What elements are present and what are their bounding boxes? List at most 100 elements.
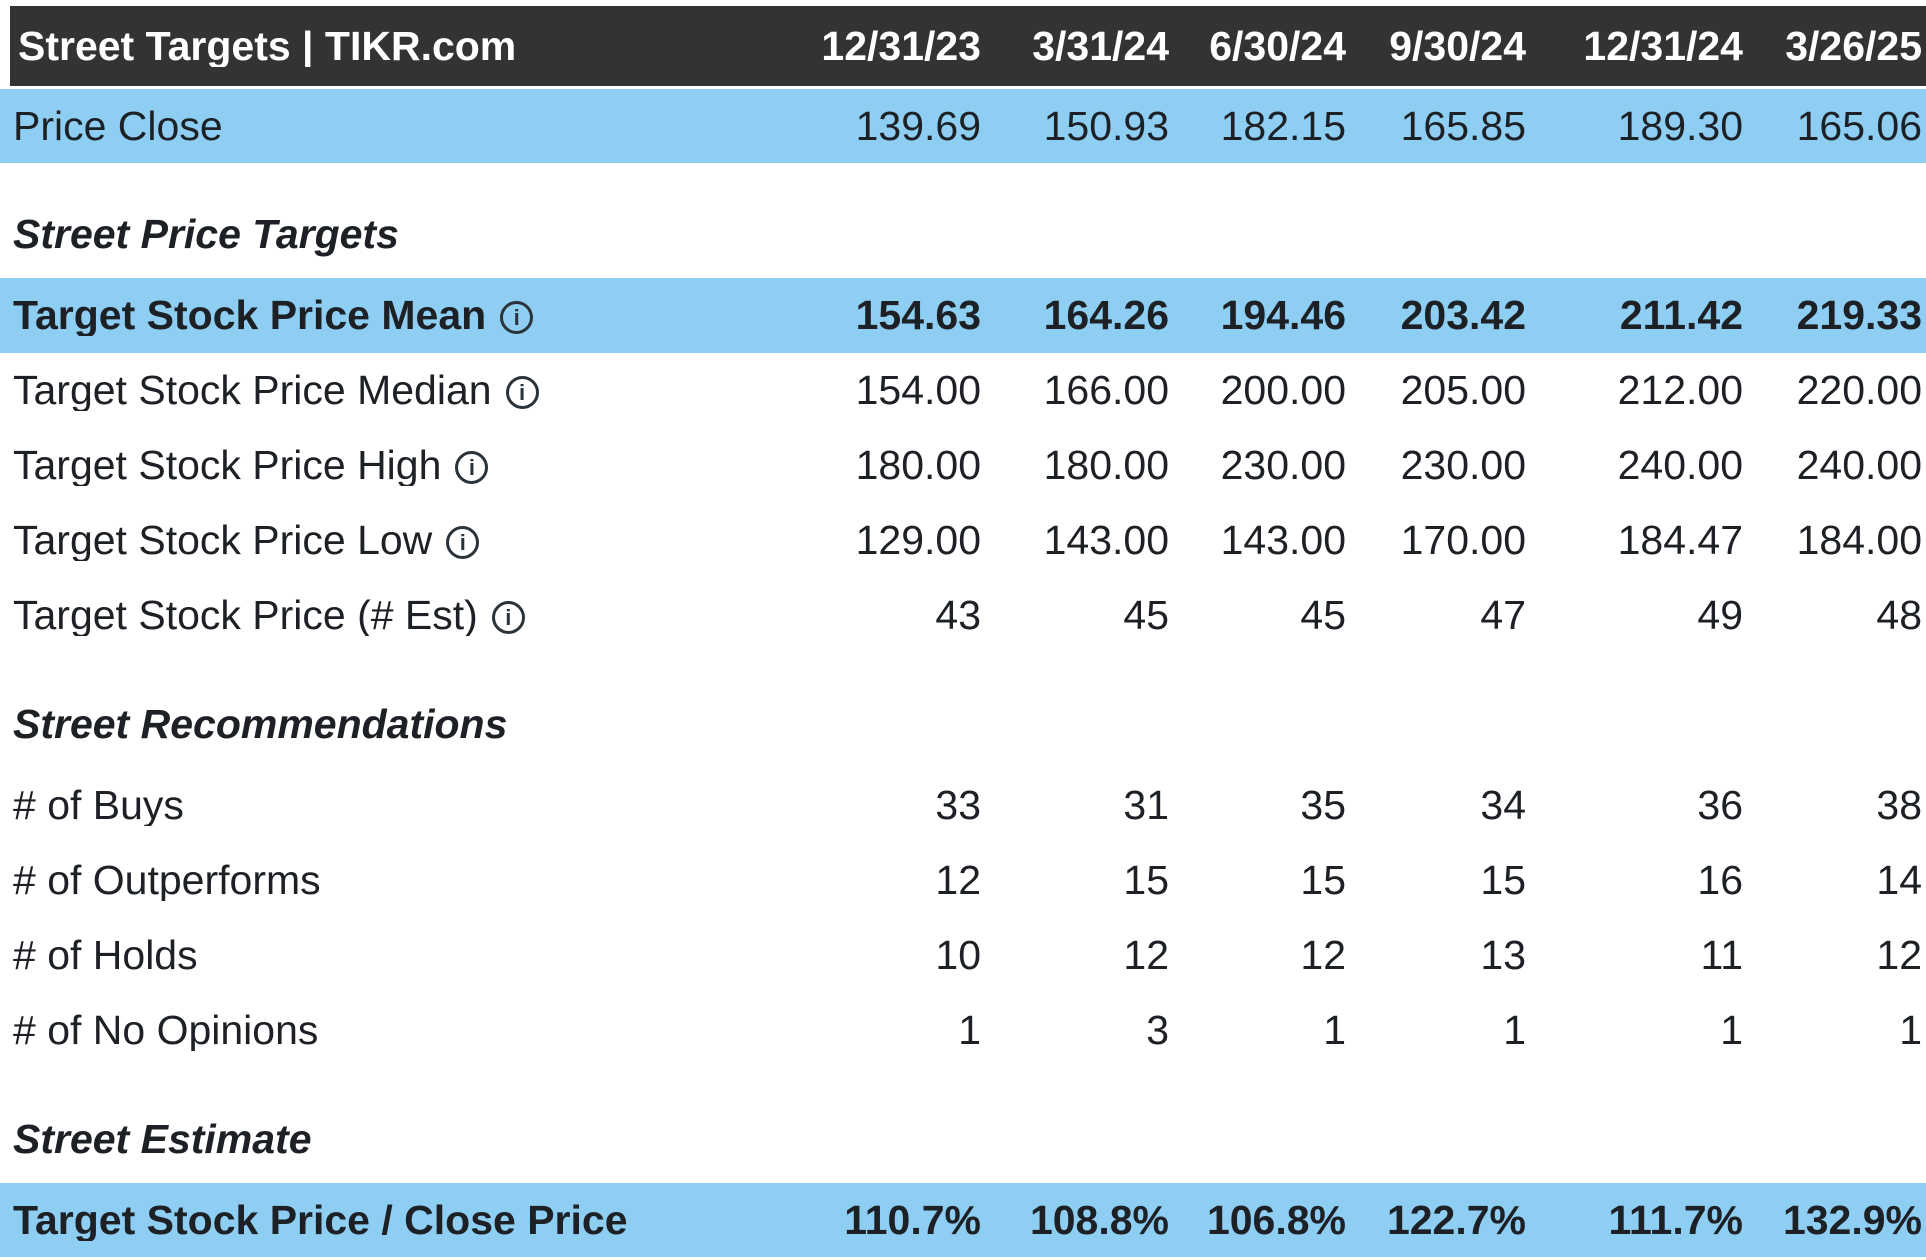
row-label-text: Target Stock Price High (13, 445, 442, 486)
info-icon[interactable]: i (505, 376, 539, 409)
row-label: Price Close (0, 106, 780, 147)
value-cell: 194.46 (1220, 292, 1346, 338)
value-cell: 106.8% (1206, 1196, 1346, 1243)
column-header-date: 9/30/24 (1389, 22, 1526, 69)
value-cell: 35 (1300, 782, 1346, 828)
value-cell: 15 (1300, 857, 1346, 903)
value-cell: 139.69 (855, 102, 981, 149)
value-cell: 43 (935, 592, 981, 638)
value-cell: 180.00 (855, 442, 981, 488)
value-cell: 182.15 (1220, 102, 1346, 149)
value-cell: 33 (935, 782, 981, 828)
row-label: Target Stock Price Low i (0, 520, 780, 561)
value-cell: 15 (1123, 857, 1169, 903)
column-header-date: 6/30/24 (1209, 22, 1346, 69)
value-cell: 14 (1876, 857, 1922, 903)
value-cell: 12 (1876, 932, 1922, 978)
row-target-price-close-ratio: Target Stock Price / Close Price 110.7% … (0, 1183, 1926, 1257)
row-num-buys: # of Buys 33 31 35 34 36 38 (0, 768, 1926, 843)
value-cell: 165.06 (1796, 102, 1922, 149)
value-cell: 143.00 (1220, 517, 1346, 563)
row-label: # of Buys (0, 785, 780, 826)
info-icon[interactable]: i (500, 301, 534, 334)
value-cell: 154.63 (855, 292, 981, 338)
info-icon[interactable]: i (455, 451, 489, 484)
row-label: Target Stock Price (# Est) i (0, 595, 780, 636)
value-cell: 132.9% (1782, 1196, 1922, 1243)
value-cell: 110.7% (844, 1196, 981, 1243)
row-target-price-median: Target Stock Price Median i 154.00 166.0… (0, 353, 1926, 428)
row-num-holds: # of Holds 10 12 12 13 11 12 (0, 918, 1926, 993)
value-cell: 11 (1700, 932, 1743, 978)
value-cell: 3 (1146, 1007, 1169, 1053)
value-cell: 108.8% (1029, 1196, 1169, 1243)
row-label-text: Target Stock Price Mean (13, 295, 487, 336)
value-cell: 1 (1503, 1007, 1526, 1053)
info-icon[interactable]: i (491, 601, 525, 634)
value-cell: 122.7% (1386, 1196, 1526, 1243)
value-cell: 13 (1480, 932, 1526, 978)
value-cell: 129.00 (855, 517, 981, 563)
value-cell: 184.47 (1617, 517, 1743, 563)
value-cell: 150.93 (1043, 102, 1169, 149)
row-label-text: Price Close (13, 105, 223, 147)
section-title-street-estimate: Street Estimate (13, 1116, 312, 1162)
value-cell: 47 (1480, 592, 1526, 638)
value-cell: 34 (1480, 782, 1526, 828)
column-header-date: 3/26/25 (1785, 22, 1922, 69)
info-icon[interactable]: i (446, 526, 480, 559)
section-title-street-recommendations: Street Recommendations (13, 701, 508, 747)
value-cell: 189.30 (1617, 102, 1743, 149)
value-cell: 220.00 (1796, 367, 1922, 413)
value-cell: 10 (935, 932, 981, 978)
column-header-date: 12/31/24 (1583, 22, 1743, 69)
value-cell: 203.42 (1400, 292, 1526, 338)
row-label: Target Stock Price Median i (0, 370, 780, 411)
value-cell: 205.00 (1400, 367, 1526, 413)
value-cell: 184.00 (1796, 517, 1922, 563)
value-cell: 15 (1480, 857, 1526, 903)
value-cell: 180.00 (1043, 442, 1169, 488)
value-cell: 49 (1697, 592, 1743, 638)
row-label: # of No Opinions (0, 1010, 780, 1051)
value-cell: 111.7% (1608, 1196, 1743, 1243)
value-cell: 45 (1123, 592, 1169, 638)
value-cell: 165.85 (1400, 102, 1526, 149)
row-label: Target Stock Price Mean i (0, 295, 780, 336)
value-cell: 212.00 (1617, 367, 1743, 413)
value-cell: 36 (1697, 782, 1743, 828)
row-label-text: Target Stock Price Median (13, 370, 492, 411)
value-cell: 200.00 (1220, 367, 1346, 413)
value-cell: 230.00 (1400, 442, 1526, 488)
value-cell: 219.33 (1796, 292, 1922, 338)
value-cell: 211.42 (1619, 292, 1743, 338)
value-cell: 16 (1697, 857, 1743, 903)
value-cell: 1 (1899, 1007, 1922, 1053)
value-cell: 12 (1300, 932, 1346, 978)
row-label-text: # of Buys (13, 785, 184, 826)
row-label-text: # of No Opinions (13, 1010, 319, 1051)
row-label: # of Holds (0, 935, 780, 976)
column-header-date: 12/31/23 (821, 22, 981, 69)
row-target-price-num-est: Target Stock Price (# Est) i 43 45 45 47… (0, 578, 1926, 653)
value-cell: 1 (958, 1007, 981, 1053)
value-cell: 166.00 (1043, 367, 1169, 413)
section-title-street-price-targets: Street Price Targets (13, 211, 399, 257)
row-target-price-low: Target Stock Price Low i 129.00 143.00 1… (0, 503, 1926, 578)
row-label-text: # of Outperforms (13, 860, 321, 901)
row-label: Target Stock Price High i (0, 445, 780, 486)
value-cell: 31 (1123, 782, 1169, 828)
table-header-row: Street Targets | TIKR.com 12/31/23 3/31/… (0, 6, 1926, 86)
row-label-text: # of Holds (13, 935, 198, 976)
value-cell: 240.00 (1796, 442, 1922, 488)
value-cell: 45 (1300, 592, 1346, 638)
value-cell: 38 (1876, 782, 1922, 828)
row-num-no-opinions: # of No Opinions 1 3 1 1 1 1 (0, 993, 1926, 1068)
value-cell: 170.00 (1400, 517, 1526, 563)
row-num-outperforms: # of Outperforms 12 15 15 15 16 14 (0, 843, 1926, 918)
table-title: Street Targets | TIKR.com (18, 25, 517, 67)
row-label: # of Outperforms (0, 860, 780, 901)
value-cell: 154.00 (855, 367, 981, 413)
value-cell: 1 (1323, 1007, 1346, 1053)
